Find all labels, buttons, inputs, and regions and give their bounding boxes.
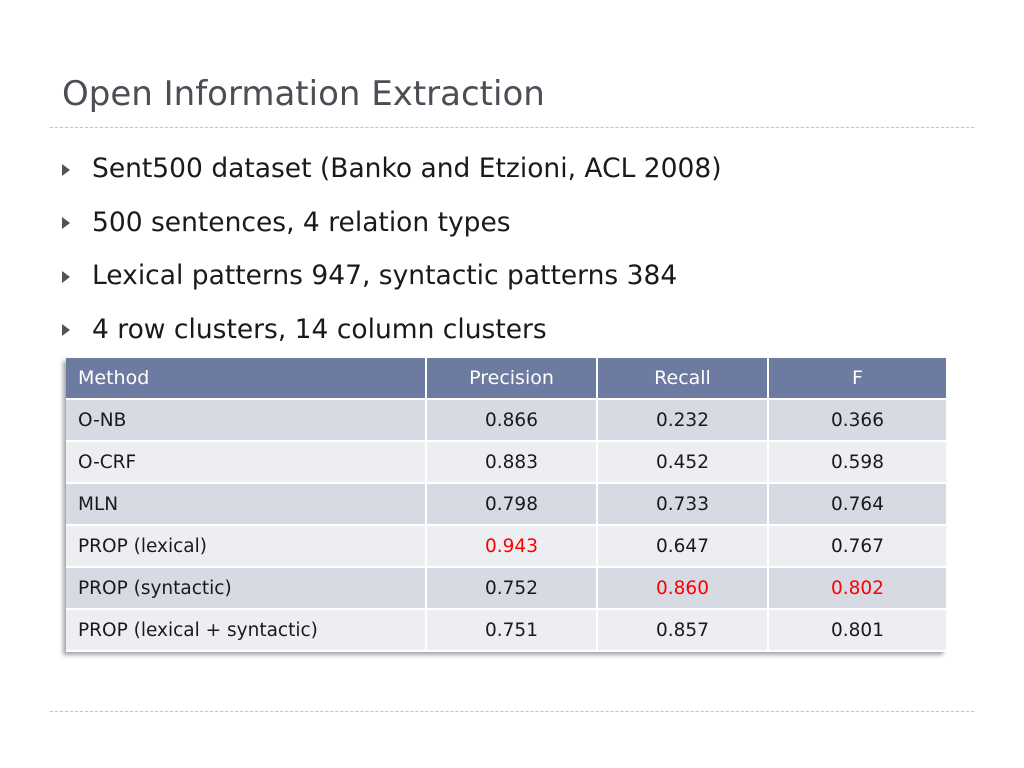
cell-recall: 0.857 — [597, 609, 769, 652]
cell-method: O-NB — [66, 399, 427, 442]
header-precision: Precision — [426, 358, 598, 400]
bullet-arrow-icon — [62, 217, 70, 230]
cell-precision: 0.752 — [426, 567, 598, 610]
table-row: PROP (syntactic) 0.752 0.860 0.802 — [66, 567, 946, 610]
cell-f: 0.366 — [768, 399, 946, 442]
bullet-list: Sent500 dataset (Banko and Etzioni, ACL … — [62, 142, 722, 356]
header-method: Method — [66, 358, 427, 400]
title-divider — [50, 127, 974, 128]
cell-method: PROP (lexical) — [66, 525, 427, 568]
bullet-text: 500 sentences, 4 relation types — [92, 206, 511, 238]
cell-recall: 0.733 — [597, 483, 769, 526]
bullet-arrow-icon — [62, 270, 70, 283]
cell-precision: 0.883 — [426, 441, 598, 484]
bullet-text: Lexical patterns 947, syntactic patterns… — [92, 260, 678, 292]
table-row: PROP (lexical + syntactic) 0.751 0.857 0… — [66, 609, 946, 652]
bullet-item: 500 sentences, 4 relation types — [62, 196, 722, 250]
cell-method: O-CRF — [66, 441, 427, 484]
slide-title: Open Information Extraction — [62, 74, 545, 114]
results-table-container: Method Precision Recall F O-NB 0.866 0.2… — [66, 358, 946, 652]
header-f: F — [768, 358, 946, 400]
header-recall: Recall — [597, 358, 769, 400]
cell-f: 0.767 — [768, 525, 946, 568]
cell-recall: 0.647 — [597, 525, 769, 568]
cell-f-best: 0.802 — [768, 567, 946, 610]
bullet-text: 4 row clusters, 14 column clusters — [92, 313, 547, 345]
cell-method: MLN — [66, 483, 427, 526]
cell-precision: 0.866 — [426, 399, 598, 442]
cell-recall: 0.452 — [597, 441, 769, 484]
cell-precision-best: 0.943 — [426, 525, 598, 568]
cell-f: 0.598 — [768, 441, 946, 484]
table-row: PROP (lexical) 0.943 0.647 0.767 — [66, 525, 946, 568]
cell-recall: 0.232 — [597, 399, 769, 442]
footer-divider — [50, 711, 974, 712]
cell-f: 0.764 — [768, 483, 946, 526]
bullet-item: Lexical patterns 947, syntactic patterns… — [62, 249, 722, 303]
bullet-arrow-icon — [62, 163, 70, 176]
cell-precision: 0.751 — [426, 609, 598, 652]
table-row: O-NB 0.866 0.232 0.366 — [66, 399, 946, 442]
table-row: MLN 0.798 0.733 0.764 — [66, 483, 946, 526]
table-header-row: Method Precision Recall F — [66, 358, 946, 400]
cell-method: PROP (syntactic) — [66, 567, 427, 610]
bullet-item: 4 row clusters, 14 column clusters — [62, 303, 722, 357]
cell-method: PROP (lexical + syntactic) — [66, 609, 427, 652]
table-row: O-CRF 0.883 0.452 0.598 — [66, 441, 946, 484]
cell-precision: 0.798 — [426, 483, 598, 526]
bullet-item: Sent500 dataset (Banko and Etzioni, ACL … — [62, 142, 722, 196]
cell-recall-best: 0.860 — [597, 567, 769, 610]
bullet-arrow-icon — [62, 324, 70, 337]
bullet-text: Sent500 dataset (Banko and Etzioni, ACL … — [92, 153, 722, 185]
results-table: Method Precision Recall F O-NB 0.866 0.2… — [66, 358, 946, 652]
cell-f: 0.801 — [768, 609, 946, 652]
